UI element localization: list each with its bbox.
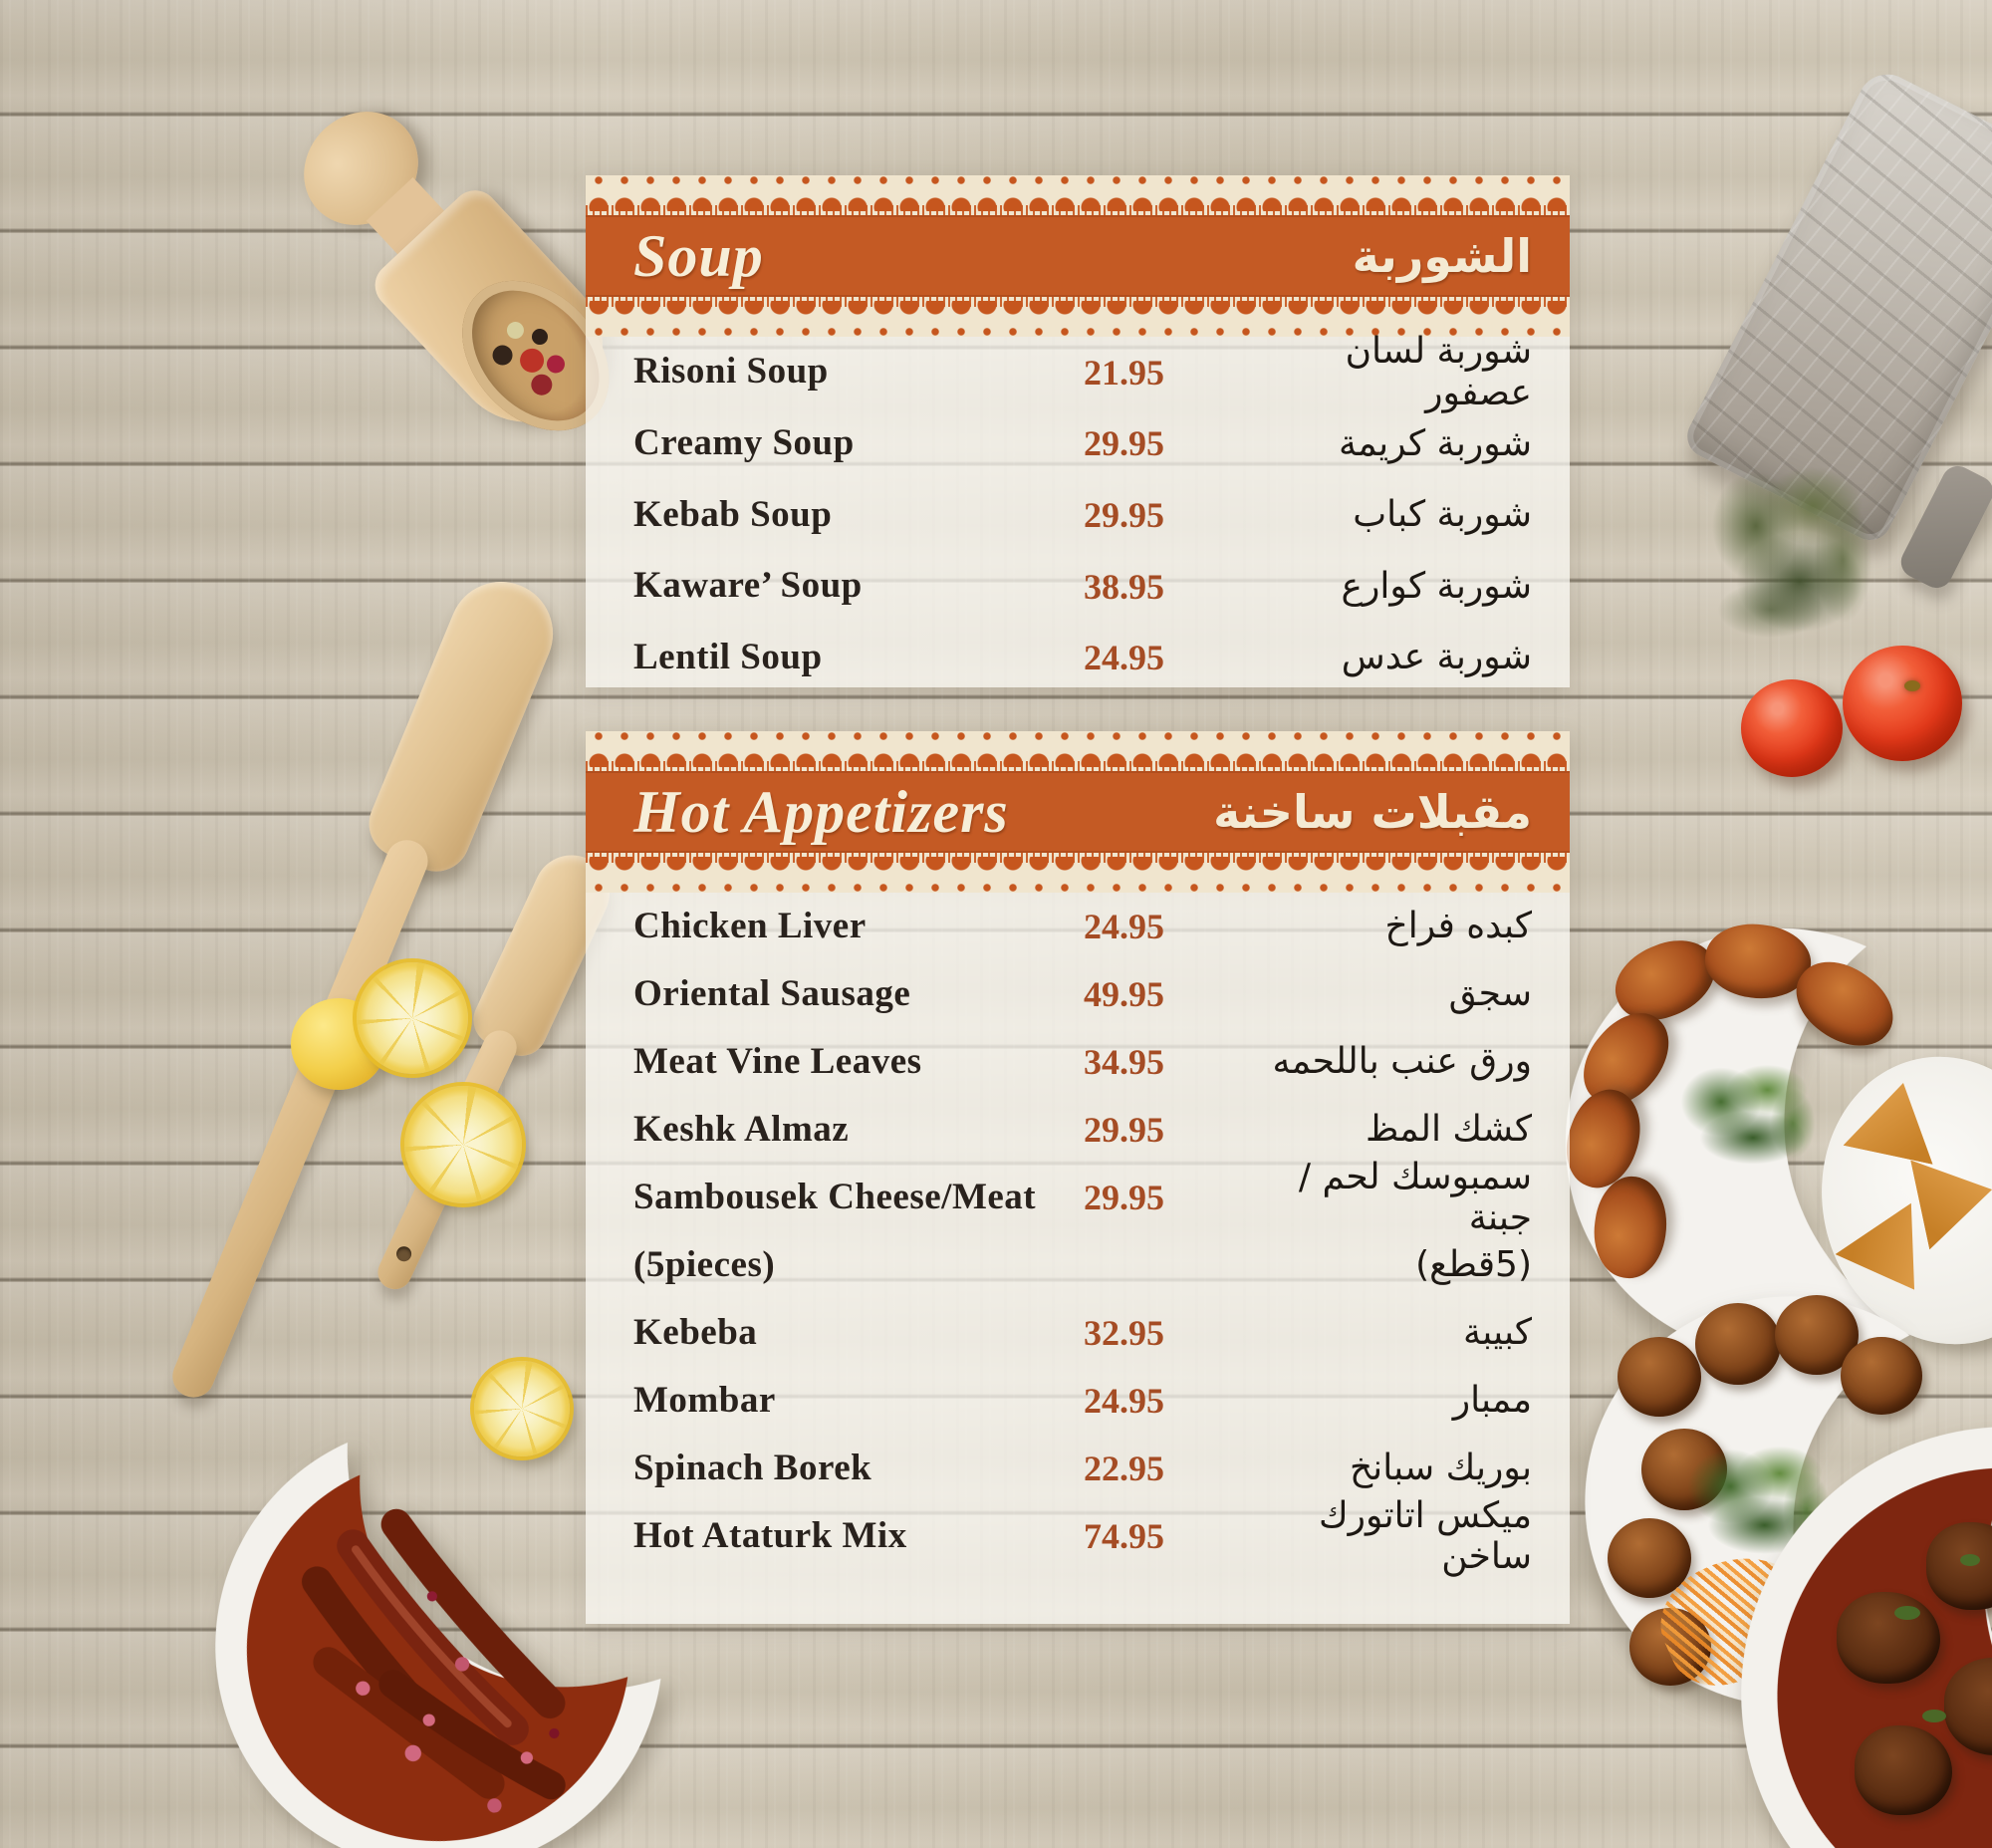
menu-item-row: Oriental Sausage 49.95 سجق: [586, 960, 1570, 1028]
item-name-ar: سجق: [1448, 973, 1532, 1015]
sausage-plate-icon: [215, 1442, 661, 1848]
meat-chunk-icon: [1855, 1725, 1952, 1815]
meatball-icon: [1618, 1337, 1701, 1417]
menu-item-row: Meat Vine Leaves 34.95 ورق عنب باللحمه: [586, 1028, 1570, 1096]
item-price: 29.95: [1084, 1178, 1164, 1217]
item-name-ar: كبيبة: [1462, 1312, 1532, 1354]
hot-appetizers-title-en: Hot Appetizers: [633, 779, 1009, 845]
parsley-garnish-icon: [1665, 1054, 1825, 1174]
menu-item-row: Kebab Soup 29.95 شوربة كباب: [586, 479, 1570, 551]
menu-item-row: Kaware’ Soup 38.95 شوربة كوارع: [586, 551, 1570, 623]
menu-item-row: Creamy Soup 29.95 شوربة كريمة: [586, 408, 1570, 480]
meatball-icon: [1695, 1303, 1781, 1385]
item-name-ar: ميكس اتاتورك ساخن: [1318, 1494, 1532, 1577]
menu-item-row: Hot Ataturk Mix 74.95 ميكس اتاتورك ساخن: [586, 1495, 1570, 1577]
menu-item-row: Mombar 24.95 ممبار: [586, 1367, 1570, 1435]
lemon-slice-icon: [474, 1361, 570, 1456]
menu-item-row: Risoni Soup 21.95 شوربة لسان عصفور: [586, 331, 1570, 412]
soup-title-ar: الشوربة: [1352, 229, 1532, 283]
soup-title-en: Soup: [633, 223, 764, 289]
hot-appetizers-banner: Hot Appetizers مقبلات ساخنة: [586, 731, 1570, 893]
soup-banner-body: Soup الشوربة: [586, 215, 1570, 297]
soup-banner: Soup الشوربة: [586, 175, 1570, 337]
item-name-en: Mombar: [633, 1379, 776, 1421]
item-name-ar: (5قطع): [1415, 1244, 1532, 1286]
item-price: 32.95: [1084, 1313, 1164, 1353]
item-name-ar: كبده فراخ: [1384, 906, 1532, 947]
item-name-en: Meat Vine Leaves: [633, 1040, 922, 1082]
item-price: 34.95: [1084, 1042, 1164, 1082]
item-name-en: Creamy Soup: [633, 421, 855, 463]
lemon-slice-icon: [404, 1086, 522, 1203]
item-price: 29.95: [1084, 423, 1164, 464]
ornamental-lace-border-bottom: [586, 853, 1570, 893]
peppercorn-icon: [528, 325, 552, 349]
ornamental-lace-border-top: [586, 731, 1570, 771]
menu-item-row: Lentil Soup 24.95 شوربة عدس: [586, 622, 1570, 693]
menu-item-row: Spinach Borek 22.95 بوريك سبانخ: [586, 1435, 1570, 1502]
item-price: 22.95: [1084, 1449, 1164, 1488]
parsley-fleck-icon: [1960, 1554, 1980, 1566]
item-name-en: Sambousek Cheese/Meat: [633, 1176, 1037, 1217]
meat-chunk-icon: [1926, 1522, 1992, 1610]
item-price: 24.95: [1084, 1381, 1164, 1421]
peppercorn-icon: [488, 341, 517, 370]
hot-appetizers-banner-body: Hot Appetizers مقبلات ساخنة: [586, 771, 1570, 853]
soup-section: Soup الشوربة Risoni Soup 21.95 شوربة لسا…: [586, 175, 1570, 687]
parsley-fleck-icon: [1922, 1710, 1946, 1722]
menu-item-row: Chicken Liver 24.95 كبده فراخ: [586, 893, 1570, 960]
hot-appetizers-section: Hot Appetizers مقبلات ساخنة Chicken Live…: [586, 731, 1570, 1624]
item-name-ar: شوربة لسان عصفور: [1345, 331, 1532, 413]
item-name-en: Risoni Soup: [633, 351, 829, 393]
item-name-en: Chicken Liver: [633, 905, 867, 946]
item-name-en: Spinach Borek: [633, 1447, 872, 1488]
item-price: 38.95: [1084, 566, 1164, 607]
tomato-stem: [1904, 679, 1921, 691]
item-name-en: Kebeba: [633, 1311, 758, 1353]
peppercorn-icon: [503, 318, 528, 343]
item-name-en: Oriental Sausage: [633, 972, 911, 1014]
item-price: 29.95: [1084, 494, 1164, 535]
meatball-icon: [1841, 1337, 1922, 1415]
item-name-en: Hot Ataturk Mix: [633, 1514, 907, 1556]
item-name-ar: شوربة كوارع: [1341, 565, 1532, 607]
item-price: 24.95: [1084, 638, 1164, 678]
ornamental-lace-border-top: [586, 175, 1570, 215]
peppercorn-icon: [526, 370, 557, 400]
tomato-icon: [1843, 646, 1962, 761]
item-price: 24.95: [1084, 907, 1164, 946]
menu-item-row: (5pieces) (5قطع): [586, 1231, 1570, 1299]
tomato-icon: [1741, 679, 1843, 777]
item-name-en: Keshk Almaz: [633, 1108, 850, 1150]
item-name-ar: كشك المظ: [1366, 1109, 1532, 1151]
item-name-ar: شوربة كريمة: [1338, 422, 1532, 464]
item-name-en: Lentil Soup: [633, 636, 823, 677]
item-name-en: Kebab Soup: [633, 493, 833, 535]
hot-appetizers-items: Chicken Liver 24.95 كبده فراخ Oriental S…: [586, 893, 1570, 1577]
item-name-ar: شوربة كباب: [1353, 494, 1532, 536]
parsley-fleck-icon: [1894, 1606, 1920, 1620]
menu-item-row: Keshk Almaz 29.95 كشك المظ: [586, 1096, 1570, 1164]
hot-appetizers-title-ar: مقبلات ساخنة: [1213, 785, 1532, 839]
item-name-ar: بوريك سبانخ: [1349, 1448, 1532, 1489]
meat-chunk-icon: [1837, 1592, 1940, 1684]
item-price: 21.95: [1084, 352, 1164, 393]
item-name-ar: ممبار: [1452, 1380, 1532, 1422]
soup-items: Risoni Soup 21.95 شوربة لسان عصفور Cream…: [586, 331, 1570, 693]
item-name-ar: سمبوسك لحم /جبنة: [1298, 1156, 1532, 1238]
item-price: 49.95: [1084, 974, 1164, 1014]
item-name-en: Kaware’ Soup: [633, 565, 863, 607]
item-name-en: (5pieces): [633, 1243, 776, 1285]
item-name-ar: ورق عنب باللحمه: [1272, 1041, 1532, 1083]
peppercorn-icon: [543, 351, 569, 378]
menu-item-row: Sambousek Cheese/Meat 29.95 سمبوسك لحم /…: [586, 1157, 1570, 1238]
item-price: 74.95: [1084, 1516, 1164, 1556]
peppercorn-icon: [515, 343, 550, 378]
thyme-sprig-icon: [1695, 450, 1884, 650]
menu-item-row: Kebeba 32.95 كبيبة: [586, 1299, 1570, 1367]
lemon-slice-icon: [357, 962, 468, 1074]
item-price: 29.95: [1084, 1110, 1164, 1150]
item-name-ar: شوربة عدس: [1341, 637, 1532, 678]
